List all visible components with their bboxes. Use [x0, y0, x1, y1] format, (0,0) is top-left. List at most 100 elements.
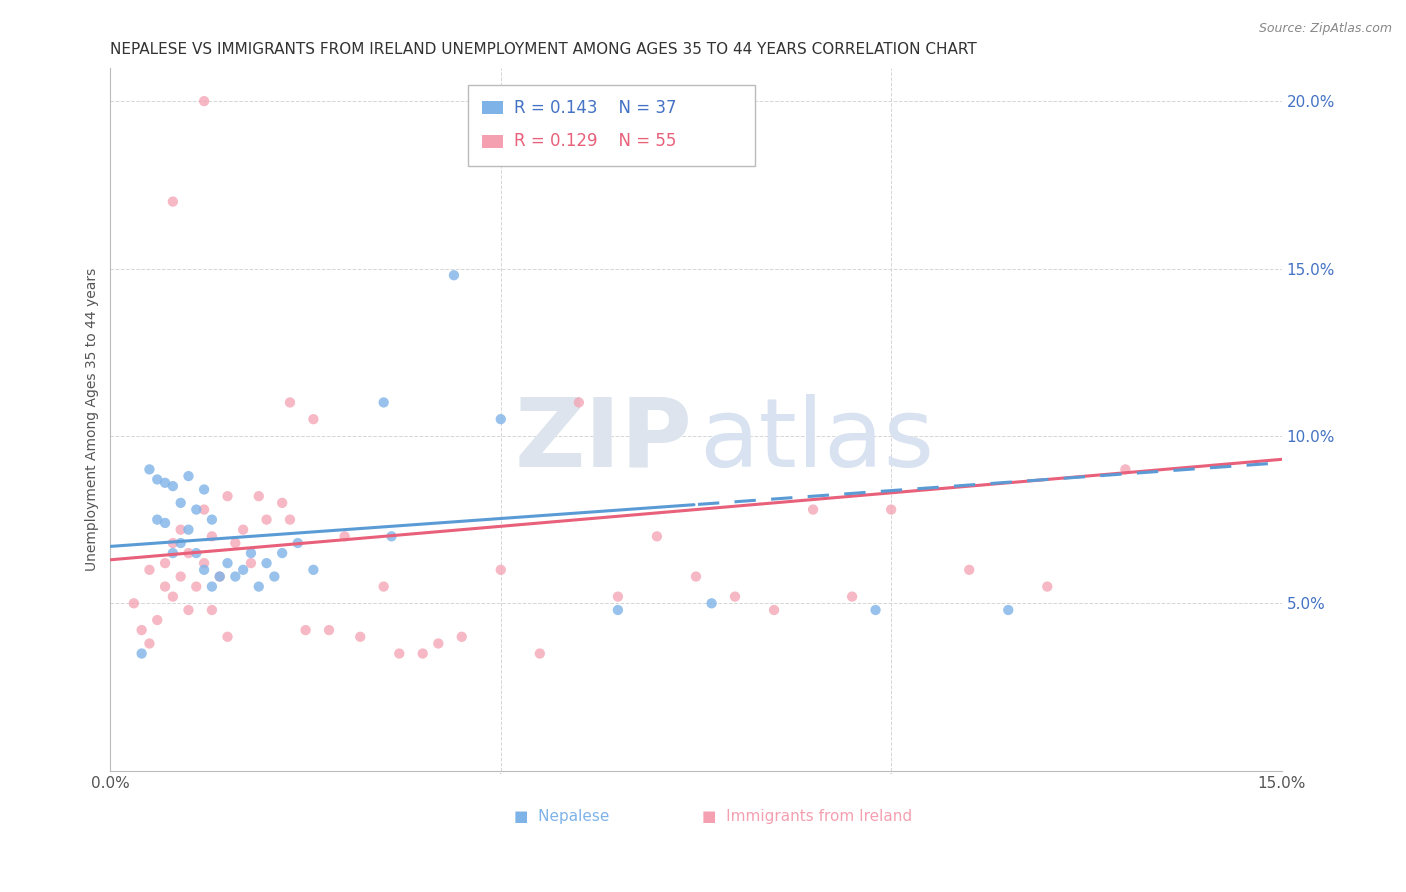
Point — [177, 546, 200, 560]
Point — [568, 395, 591, 409]
Point — [247, 489, 270, 503]
Point — [193, 94, 215, 108]
Point — [302, 412, 325, 426]
Point — [302, 563, 325, 577]
Point — [201, 580, 224, 594]
Point — [193, 502, 215, 516]
Point — [256, 556, 278, 570]
Point — [224, 536, 246, 550]
Point — [529, 647, 551, 661]
Point — [232, 563, 254, 577]
Point — [208, 569, 231, 583]
Point — [170, 536, 193, 550]
Point — [217, 556, 239, 570]
Point — [373, 395, 395, 409]
Point — [287, 536, 309, 550]
FancyBboxPatch shape — [468, 86, 755, 166]
Point — [201, 603, 224, 617]
Point — [146, 513, 169, 527]
Text: atlas: atlas — [699, 393, 935, 487]
Point — [138, 563, 160, 577]
Point — [162, 479, 184, 493]
Point — [177, 603, 200, 617]
Point — [724, 590, 747, 604]
Point — [380, 529, 402, 543]
Point — [122, 596, 145, 610]
Point — [412, 647, 434, 661]
Point — [333, 529, 356, 543]
Point — [193, 556, 215, 570]
Text: ■  Nepalese: ■ Nepalese — [513, 809, 609, 824]
Point — [131, 623, 153, 637]
Text: Source: ZipAtlas.com: Source: ZipAtlas.com — [1258, 22, 1392, 36]
Point — [138, 636, 160, 650]
Text: NEPALESE VS IMMIGRANTS FROM IRELAND UNEMPLOYMENT AMONG AGES 35 TO 44 YEARS CORRE: NEPALESE VS IMMIGRANTS FROM IRELAND UNEM… — [111, 42, 977, 57]
Point — [278, 395, 301, 409]
Point — [186, 546, 208, 560]
Text: R = 0.129    N = 55: R = 0.129 N = 55 — [515, 133, 676, 151]
Point — [138, 462, 160, 476]
Point — [232, 523, 254, 537]
Point — [865, 603, 887, 617]
Point — [201, 513, 224, 527]
Point — [162, 546, 184, 560]
Point — [239, 546, 262, 560]
Point — [170, 569, 193, 583]
Point — [1114, 462, 1136, 476]
Point — [131, 647, 153, 661]
Point — [146, 472, 169, 486]
Point — [318, 623, 340, 637]
Point — [427, 636, 450, 650]
Point — [606, 603, 628, 617]
Point — [146, 613, 169, 627]
Point — [880, 502, 903, 516]
Point — [685, 569, 707, 583]
Text: ■  Immigrants from Ireland: ■ Immigrants from Ireland — [702, 809, 912, 824]
Point — [217, 489, 239, 503]
Text: R = 0.143    N = 37: R = 0.143 N = 37 — [515, 99, 676, 117]
Point — [271, 496, 294, 510]
Point — [700, 596, 723, 610]
Point — [278, 513, 301, 527]
Point — [606, 590, 628, 604]
Point — [239, 556, 262, 570]
Point — [177, 469, 200, 483]
Point — [186, 502, 208, 516]
Point — [186, 580, 208, 594]
Y-axis label: Unemployment Among Ages 35 to 44 years: Unemployment Among Ages 35 to 44 years — [86, 268, 100, 571]
Point — [443, 268, 465, 283]
Point — [271, 546, 294, 560]
Point — [208, 569, 231, 583]
FancyBboxPatch shape — [482, 102, 503, 114]
Point — [170, 523, 193, 537]
Point — [170, 496, 193, 510]
Point — [193, 483, 215, 497]
Point — [162, 536, 184, 550]
Point — [763, 603, 786, 617]
Point — [256, 513, 278, 527]
Point — [193, 563, 215, 577]
Point — [645, 529, 668, 543]
Point — [224, 569, 246, 583]
FancyBboxPatch shape — [482, 136, 503, 148]
Point — [388, 647, 411, 661]
Point — [450, 630, 472, 644]
Point — [162, 194, 184, 209]
Point — [1036, 580, 1059, 594]
Point — [801, 502, 824, 516]
Point — [153, 516, 176, 530]
Point — [201, 529, 224, 543]
Point — [373, 580, 395, 594]
Point — [957, 563, 980, 577]
Point — [841, 590, 863, 604]
Point — [177, 523, 200, 537]
Point — [217, 630, 239, 644]
Point — [153, 580, 176, 594]
Point — [489, 412, 512, 426]
Point — [162, 590, 184, 604]
Point — [153, 475, 176, 490]
Point — [263, 569, 285, 583]
Point — [294, 623, 316, 637]
Point — [153, 556, 176, 570]
Point — [489, 563, 512, 577]
